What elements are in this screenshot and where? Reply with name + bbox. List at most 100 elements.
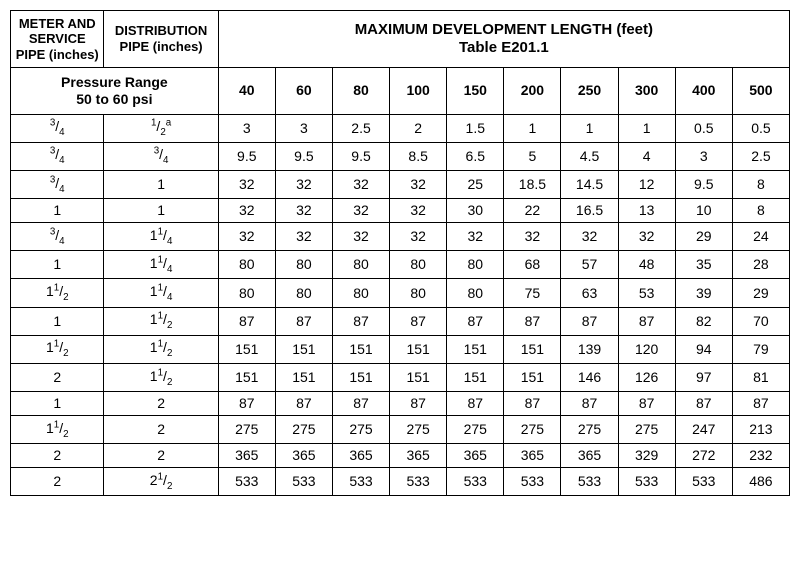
value-cell: 6.5 [447, 142, 504, 170]
value-cell: 30 [447, 199, 504, 223]
table-row: 111/480808080806857483528 [11, 251, 790, 279]
value-cell: 275 [275, 416, 332, 444]
value-cell: 247 [675, 416, 732, 444]
value-cell: 87 [561, 392, 618, 416]
value-cell: 32 [390, 223, 447, 251]
value-cell: 275 [390, 416, 447, 444]
meter-cell: 2 [11, 364, 104, 392]
value-cell: 275 [332, 416, 389, 444]
value-cell: 533 [561, 468, 618, 496]
value-cell: 533 [618, 468, 675, 496]
table-row: 11/211/480808080807563533929 [11, 279, 790, 307]
value-cell: 32 [218, 223, 275, 251]
distribution-cell: 2 [104, 444, 218, 468]
length-col-7: 300 [618, 68, 675, 115]
table-row: 3/41/2a332.521.51110.50.5 [11, 114, 790, 142]
pressure-range-header: Pressure Range 50 to 60 psi [11, 68, 219, 115]
value-cell: 139 [561, 335, 618, 363]
value-cell: 365 [390, 444, 447, 468]
value-cell: 80 [390, 251, 447, 279]
value-cell: 9.5 [218, 142, 275, 170]
table-row: 211/21511511511511511511461269781 [11, 364, 790, 392]
meter-cell: 2 [11, 468, 104, 496]
value-cell: 365 [561, 444, 618, 468]
value-cell: 32 [218, 199, 275, 223]
value-cell: 32 [332, 199, 389, 223]
distribution-cell: 2 [104, 392, 218, 416]
value-cell: 32 [332, 171, 389, 199]
value-cell: 275 [561, 416, 618, 444]
table-row: 1287878787878787878787 [11, 392, 790, 416]
value-cell: 1 [504, 114, 561, 142]
value-cell: 94 [675, 335, 732, 363]
value-cell: 87 [218, 392, 275, 416]
table-row: 22365365365365365365365329272232 [11, 444, 790, 468]
table-row: 11/22275275275275275275275275247213 [11, 416, 790, 444]
value-cell: 80 [447, 279, 504, 307]
value-cell: 4.5 [561, 142, 618, 170]
value-cell: 80 [332, 251, 389, 279]
value-cell: 151 [447, 364, 504, 392]
value-cell: 151 [504, 364, 561, 392]
length-col-4: 150 [447, 68, 504, 115]
value-cell: 32 [332, 223, 389, 251]
value-cell: 213 [732, 416, 789, 444]
value-cell: 151 [218, 364, 275, 392]
meter-cell: 1 [11, 392, 104, 416]
value-cell: 87 [561, 307, 618, 335]
value-cell: 4 [618, 142, 675, 170]
table-row: 221/2533533533533533533533533533486 [11, 468, 790, 496]
value-cell: 16.5 [561, 199, 618, 223]
value-cell: 87 [275, 392, 332, 416]
value-cell: 1 [618, 114, 675, 142]
value-cell: 87 [275, 307, 332, 335]
value-cell: 32 [504, 223, 561, 251]
distribution-cell: 11/2 [104, 364, 218, 392]
distribution-cell: 1 [104, 171, 218, 199]
value-cell: 87 [332, 307, 389, 335]
value-cell: 533 [675, 468, 732, 496]
value-cell: 2.5 [732, 142, 789, 170]
value-cell: 2.5 [332, 114, 389, 142]
value-cell: 0.5 [675, 114, 732, 142]
col-header-meter: METER AND SERVICE PIPE (inches) [11, 11, 104, 68]
meter-cell: 11/2 [11, 279, 104, 307]
value-cell: 32 [618, 223, 675, 251]
col-header-distribution: DISTRIBUTION PIPE (inches) [104, 11, 218, 68]
value-cell: 80 [275, 251, 332, 279]
value-cell: 533 [447, 468, 504, 496]
value-cell: 81 [732, 364, 789, 392]
value-cell: 146 [561, 364, 618, 392]
value-cell: 9.5 [332, 142, 389, 170]
value-cell: 275 [218, 416, 275, 444]
value-cell: 365 [218, 444, 275, 468]
value-cell: 32 [275, 199, 332, 223]
value-cell: 57 [561, 251, 618, 279]
value-cell: 87 [504, 307, 561, 335]
length-col-5: 200 [504, 68, 561, 115]
length-col-2: 80 [332, 68, 389, 115]
value-cell: 120 [618, 335, 675, 363]
meter-cell: 3/4 [11, 223, 104, 251]
distribution-cell: 1 [104, 199, 218, 223]
distribution-cell: 11/2 [104, 307, 218, 335]
meter-cell: 1 [11, 251, 104, 279]
value-cell: 82 [675, 307, 732, 335]
value-cell: 8.5 [390, 142, 447, 170]
value-cell: 365 [504, 444, 561, 468]
value-cell: 12 [618, 171, 675, 199]
value-cell: 10 [675, 199, 732, 223]
value-cell: 151 [504, 335, 561, 363]
value-cell: 8 [732, 171, 789, 199]
table-row: 3/43/49.59.59.58.56.554.5432.5 [11, 142, 790, 170]
value-cell: 18.5 [504, 171, 561, 199]
value-cell: 87 [675, 392, 732, 416]
length-col-6: 250 [561, 68, 618, 115]
value-cell: 275 [618, 416, 675, 444]
value-cell: 32 [447, 223, 504, 251]
value-cell: 70 [732, 307, 789, 335]
table-row: 111/287878787878787878270 [11, 307, 790, 335]
value-cell: 32 [561, 223, 618, 251]
value-cell: 9.5 [675, 171, 732, 199]
value-cell: 87 [447, 392, 504, 416]
